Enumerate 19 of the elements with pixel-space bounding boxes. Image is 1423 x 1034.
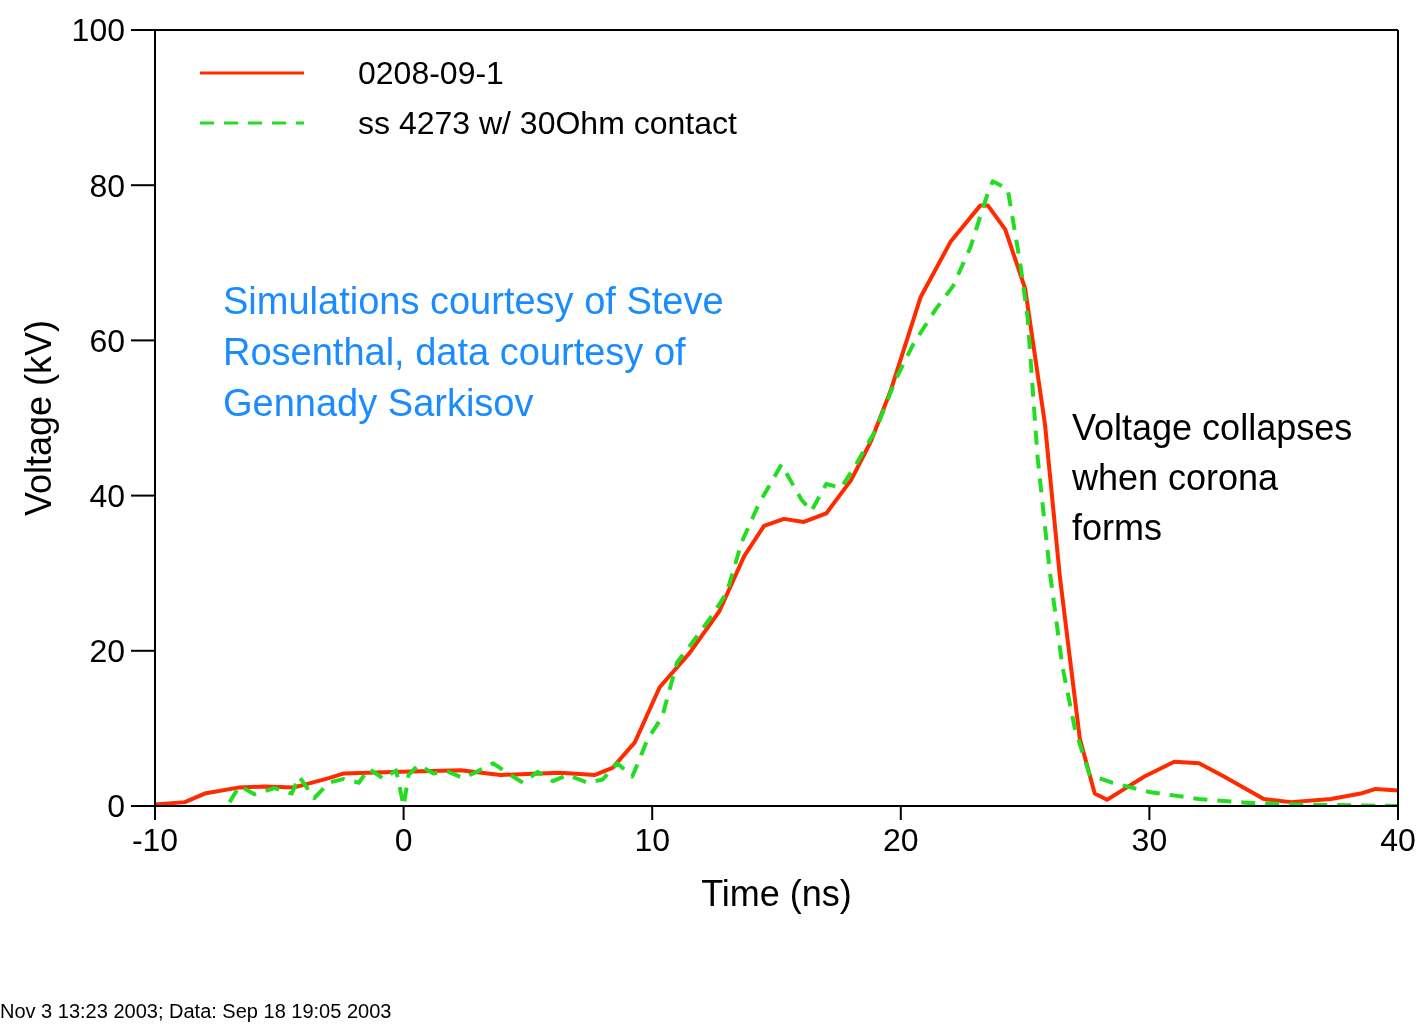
- y-tick-label: 0: [107, 788, 125, 825]
- y-tick-label: 80: [89, 167, 125, 204]
- x-tick-label: 10: [634, 821, 670, 858]
- y-axis-title: Voltage (kV): [17, 319, 59, 517]
- legend-label: 0208-09-1: [358, 54, 504, 92]
- annotation: Simulations courtesy of Steve Rosenthal, data courtesy of Gennady Sarkisov: [223, 279, 725, 426]
- x-tick-label: 0: [394, 821, 413, 858]
- x-tick-label: -10: [131, 821, 179, 858]
- x-tick-label: 40: [1380, 821, 1416, 858]
- x-tick-label: 20: [883, 821, 919, 858]
- legend-label: ss 4273 w/ 30Ohm contact: [358, 104, 737, 142]
- text: Nov 3 13:23 2003; Data: Sep 18 19:05 2003: [0, 1000, 392, 1023]
- y-tick-label: 20: [89, 633, 125, 670]
- y-tick-label: 40: [89, 477, 125, 514]
- x-tick-label: 30: [1131, 821, 1168, 858]
- y-tick-label: 100: [71, 12, 125, 49]
- annotation: Voltage collapses when corona forms: [1072, 406, 1354, 550]
- y-tick-label: 60: [89, 322, 125, 359]
- x-axis-title: Time (ns): [701, 873, 852, 914]
